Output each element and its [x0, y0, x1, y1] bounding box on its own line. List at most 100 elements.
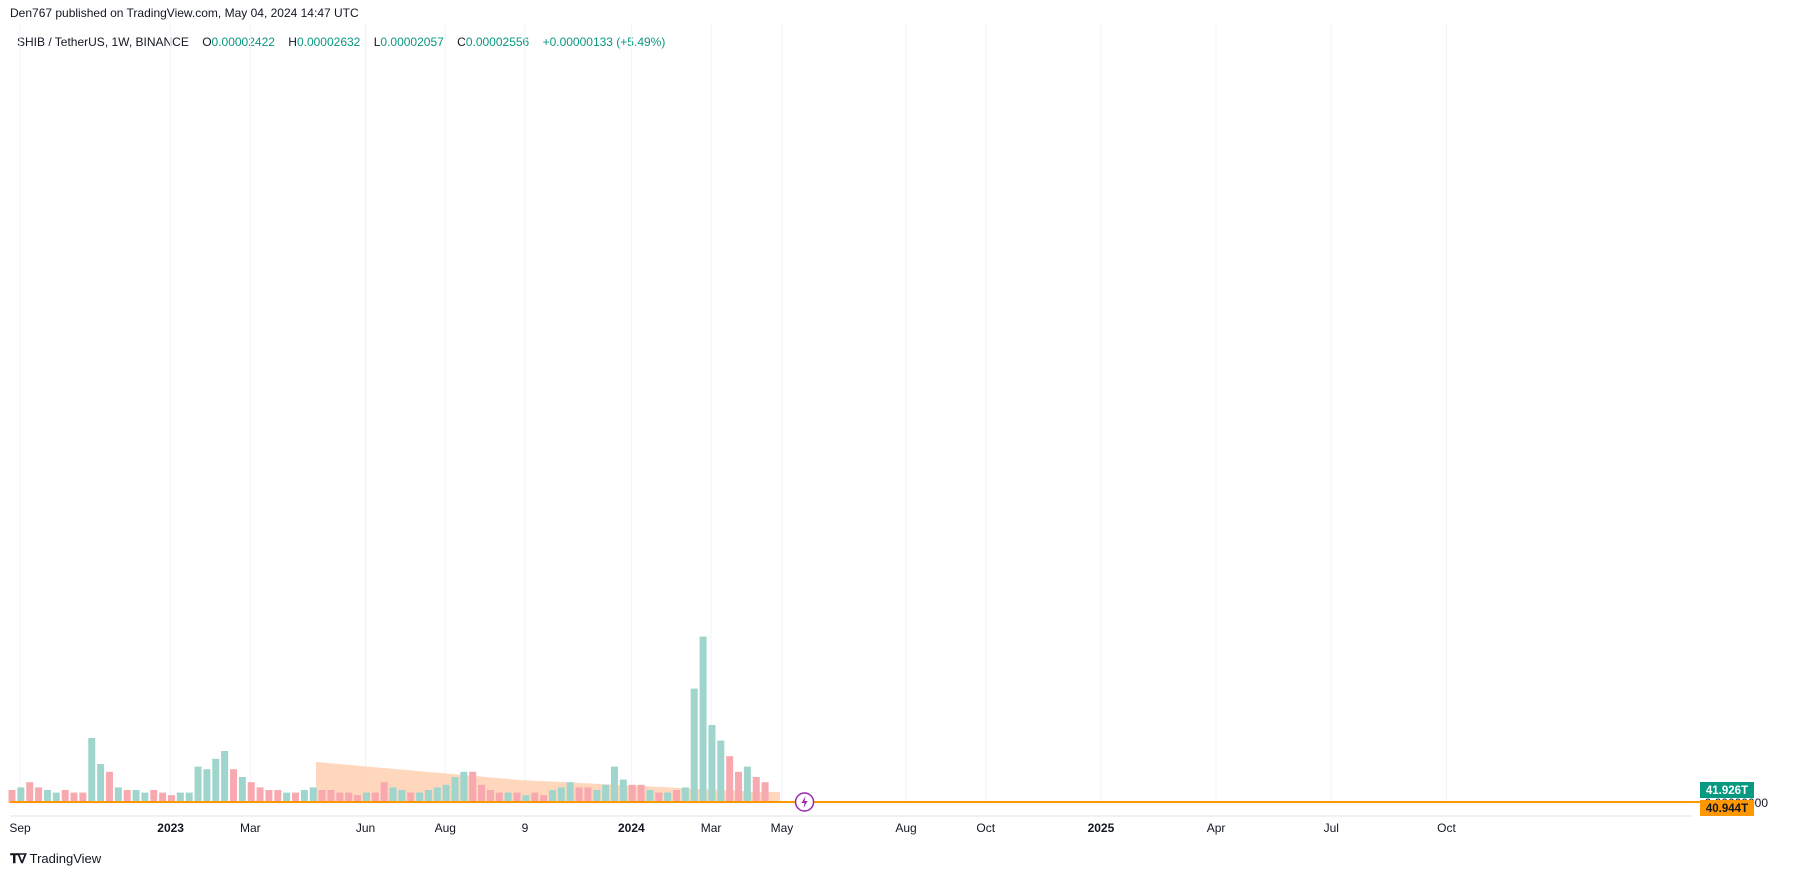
volume-bar [566, 782, 574, 803]
volume-bar [761, 782, 769, 803]
volume-bar [593, 790, 601, 803]
volume-bar [681, 787, 689, 803]
time-tick-label: Apr [1207, 821, 1226, 835]
volume-bar [619, 779, 627, 803]
high-value: 0.00002632 [296, 35, 361, 49]
footer-brand[interactable]: 𝐓∇ TradingView [10, 851, 101, 867]
volume-bar [469, 771, 477, 803]
close-label: C [457, 35, 466, 49]
volume-bar [726, 756, 734, 803]
volume-bar [743, 766, 751, 803]
volume-bar [61, 790, 69, 803]
time-tick-label: Aug [895, 821, 916, 835]
volume-bar [318, 790, 326, 803]
volume-bar [327, 790, 335, 803]
volume-bar [274, 790, 282, 803]
volume-bar [43, 790, 51, 803]
symbol-name[interactable]: SHIB / TetherUS, 1W, BINANCE [17, 35, 189, 49]
volume-bar [557, 787, 565, 803]
volume-down-tag [1700, 800, 1754, 816]
volume-bar [575, 787, 583, 803]
volume-bar [610, 766, 618, 803]
volume-profile-area [316, 762, 780, 803]
volume-bar [150, 790, 158, 803]
time-tick-label: 9 [522, 821, 529, 835]
close-value: 0.00002556 [465, 35, 530, 49]
volume-bar [637, 784, 645, 803]
volume-bar [646, 790, 654, 803]
publish-attribution: Den767 published on TradingView.com, May… [10, 6, 359, 20]
low-label: L [373, 35, 381, 49]
volume-bar [212, 758, 220, 803]
volume-down-label: 40.944T [1706, 803, 1748, 815]
volume-bar [35, 787, 43, 803]
volume-bar [486, 790, 494, 803]
volume-bar [442, 784, 450, 803]
time-tick-label: 2025 [1088, 821, 1115, 835]
brand-name: TradingView [29, 851, 102, 866]
volume-bars [8, 636, 769, 803]
volume-bar [424, 790, 432, 803]
volume-bar [167, 795, 175, 803]
symbol-legend: SHIB / TetherUS, 1W, BINANCE O0.00002422… [17, 35, 675, 49]
volume-bar [362, 792, 370, 803]
volume-bar [478, 784, 486, 803]
horizontal-lines [10, 801, 1700, 803]
time-tick-label: Mar [701, 821, 722, 835]
time-tick-label: Jul [1324, 821, 1339, 835]
volume-bar [584, 787, 592, 803]
change-value: +0.00000133 (+5.49%) [542, 35, 666, 49]
time-tick-label: Sep [9, 821, 31, 835]
volume-bar [283, 792, 291, 803]
volume-bar [664, 792, 672, 803]
volume-bar [238, 777, 246, 803]
volume-bar [416, 792, 424, 803]
volume-bar [141, 792, 149, 803]
volume-bar [17, 787, 25, 803]
lightning-bolt-icon [801, 796, 808, 808]
volume-bar [203, 769, 211, 803]
volume-bar [407, 792, 415, 803]
volume-bar [176, 792, 184, 803]
volume-bar [70, 792, 78, 803]
volume-bar [336, 792, 344, 803]
volume-bar [79, 792, 87, 803]
volume-bar [194, 766, 202, 803]
volume-bar [26, 782, 34, 803]
volume-bar [8, 790, 16, 803]
volume-bar [345, 792, 353, 803]
volume-bar [655, 792, 663, 803]
open-value: 0.00002422 [211, 35, 275, 49]
volume-bar [495, 792, 503, 803]
tradingview-logo-icon: 𝐓∇ [10, 851, 27, 866]
time-tick-label: May [771, 821, 794, 835]
time-tick-label: Mar [240, 821, 261, 835]
low-value: 0.00002057 [380, 35, 444, 49]
open-label: O [202, 35, 212, 49]
volume-bar [247, 782, 255, 803]
volume-bar [602, 784, 610, 803]
time-tick-label: Jun [356, 821, 375, 835]
volume-bar [513, 792, 521, 803]
volume-profile [316, 762, 780, 803]
volume-bar [371, 792, 379, 803]
volume-bar [735, 771, 743, 803]
volume-bar [354, 795, 362, 803]
volume-bar [690, 688, 698, 803]
volume-bar [132, 790, 140, 803]
volume-bar [433, 787, 441, 803]
volume-bar [389, 787, 397, 803]
time-axis: Sep 2023 Mar Jun Aug 9 2024 Mar May Aug Oct 2025 Apr… [9, 815, 1692, 835]
volume-bar [88, 738, 96, 803]
volume-bar [105, 771, 113, 803]
volume-bar [752, 777, 760, 803]
time-tick-label: Oct [976, 821, 995, 835]
volume-bar [673, 790, 680, 803]
volume-bar [230, 769, 237, 803]
time-tick-label: 2023 [157, 821, 184, 835]
volume-bar [123, 790, 131, 803]
high-label: H [288, 35, 297, 49]
volume-bar [97, 764, 105, 803]
volume-bar [699, 636, 707, 803]
